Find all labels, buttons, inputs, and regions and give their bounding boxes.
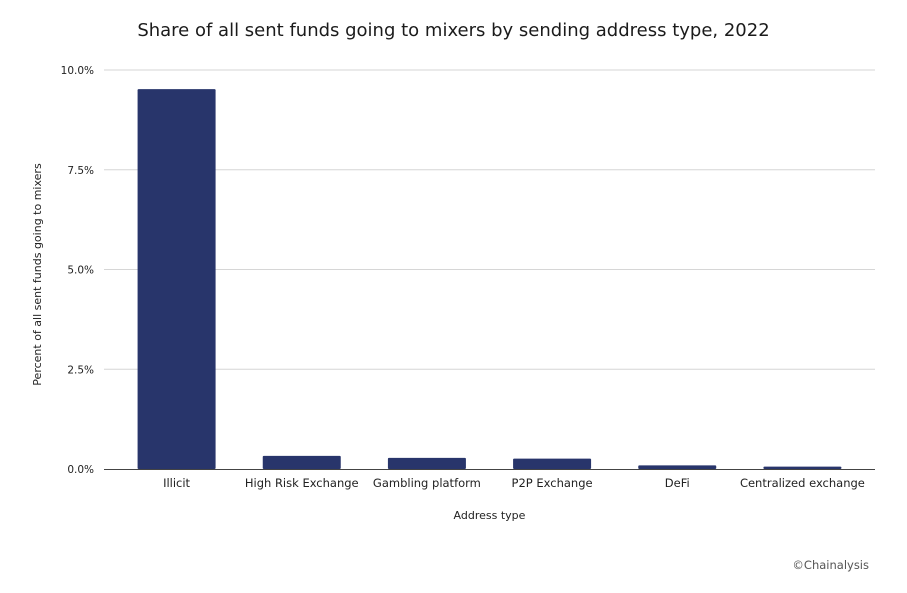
chart-title: Share of all sent funds going to mixers … (137, 20, 770, 41)
bar (763, 466, 842, 469)
y-tick-label: 0.0% (67, 464, 94, 476)
y-tick-label: 5.0% (67, 265, 94, 277)
x-category-label: Illicit (163, 476, 190, 490)
chainalysis-credit: ©Chainalysis (792, 558, 869, 572)
y-tick-label: 7.5% (67, 165, 94, 177)
y-tick-label: 2.5% (67, 364, 94, 376)
x-category-label: DeFi (665, 476, 690, 490)
bar (638, 465, 717, 469)
y-tick-labels: 0.0% 2.5% 5.0% 7.5% 10.0% (61, 65, 94, 476)
gridlines (104, 69, 875, 370)
x-axis-title: Address type (454, 509, 526, 522)
bar (137, 89, 216, 469)
y-axis-title: Percent of all sent funds going to mixer… (31, 163, 44, 386)
x-category-label: High Risk Exchange (245, 476, 359, 490)
bar (262, 455, 341, 469)
y-tick-label: 10.0% (61, 65, 94, 77)
x-category-label: P2P Exchange (512, 476, 593, 490)
bar (387, 457, 466, 469)
x-category-label: Gambling platform (373, 476, 481, 490)
bar (513, 458, 592, 469)
bars (137, 89, 842, 469)
x-category-labels: Illicit High Risk Exchange Gambling platfo… (163, 476, 865, 490)
x-category-label: Centralized exchange (740, 476, 865, 490)
